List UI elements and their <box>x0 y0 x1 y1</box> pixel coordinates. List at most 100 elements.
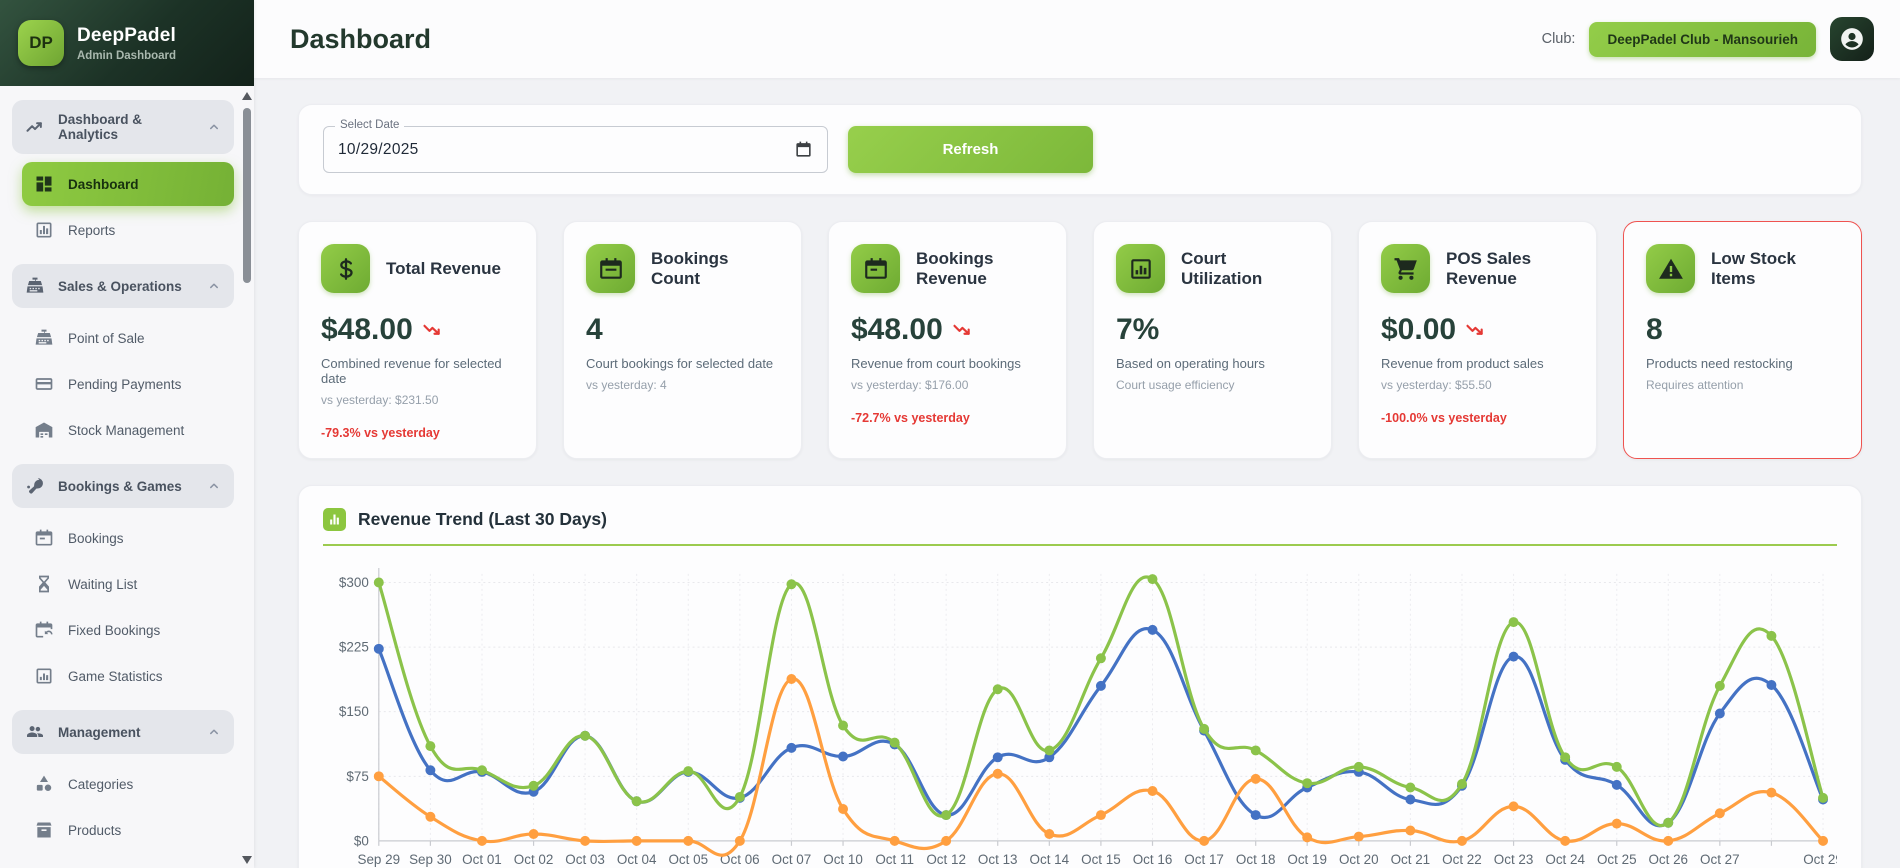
svg-text:Oct 06: Oct 06 <box>720 852 760 867</box>
svg-text:Oct 16: Oct 16 <box>1133 852 1173 867</box>
svg-text:Oct 01: Oct 01 <box>462 852 502 867</box>
sidebar-section-bookings-games[interactable]: Bookings & Games <box>12 464 234 508</box>
app-logo: DP <box>18 20 64 66</box>
sidebar-item-categories[interactable]: Categories <box>22 762 234 806</box>
scrollbar-thumb[interactable] <box>242 108 251 283</box>
svg-text:Oct 19: Oct 19 <box>1287 852 1327 867</box>
svg-text:Oct 07: Oct 07 <box>772 852 812 867</box>
club-selector-button[interactable]: DeepPadel Club - Mansourieh <box>1589 21 1816 57</box>
svg-text:Oct 24: Oct 24 <box>1545 852 1585 867</box>
chevron-up-icon <box>207 279 221 293</box>
calendar-picker-icon[interactable] <box>794 140 813 159</box>
calendar-icon <box>851 244 900 293</box>
svg-text:Oct 04: Oct 04 <box>617 852 657 867</box>
app-logo-header: DP DeepPadel Admin Dashboard <box>0 0 254 86</box>
sidebar-item-dashboard[interactable]: Dashboard <box>22 162 234 206</box>
sidebar-item-clubs[interactable]: Clubs <box>22 854 234 868</box>
stat-card-title: Court Utilization <box>1181 248 1263 288</box>
trending-down-icon <box>1465 320 1485 340</box>
svg-text:Oct 13: Oct 13 <box>978 852 1018 867</box>
sidebar-item-bookings[interactable]: Bookings <box>22 516 234 560</box>
club-label: Club: <box>1541 31 1576 47</box>
revenue-trend-chart: $0 $75 $150 $225 $300 Sep 29 Sep 30 Oct 01 Oct 0… <box>323 556 1837 868</box>
chart-bars-icon <box>323 508 346 531</box>
stat-card-comparison: vs yesterday: 4 <box>586 378 667 392</box>
sidebar-item-label: Products <box>68 822 122 838</box>
stat-card-title: Low Stock Items <box>1711 248 1797 288</box>
svg-text:Oct 22: Oct 22 <box>1442 852 1482 867</box>
warning-icon <box>1646 244 1695 293</box>
stat-card-header: POS Sales Revenue <box>1381 244 1574 293</box>
stat-card-comparison: vs yesterday: $231.50 <box>321 393 439 407</box>
stat-card-value: $0.00 <box>1381 313 1574 347</box>
svg-text:Oct 10: Oct 10 <box>823 852 863 867</box>
sidebar-item-label: Fixed Bookings <box>68 622 161 638</box>
stat-card-value: $48.00 <box>851 313 1044 347</box>
sidebar-item-label: Bookings <box>68 530 124 546</box>
sidebar-scrollbar <box>241 90 252 866</box>
sidebar-item-label: Stock Management <box>68 422 185 438</box>
stat-card-pos-sales-revenue: POS Sales Revenue $0.00 Revenue from produ… <box>1358 221 1597 459</box>
sidebar-item-label: Game Statistics <box>68 668 163 684</box>
sidebar-item-game-statistics[interactable]: Game Statistics <box>22 654 234 698</box>
stat-card-comparison: vs yesterday: $176.00 <box>851 378 969 392</box>
trending-up-icon <box>25 117 45 137</box>
stat-card-description: Court bookings for selected date <box>586 356 774 371</box>
dollar-icon <box>321 244 370 293</box>
svg-text:Oct 18: Oct 18 <box>1236 852 1276 867</box>
stat-card-low-stock-items: Low Stock Items 8 Products need restocking… <box>1623 221 1862 459</box>
stats-bars-icon <box>1116 244 1165 293</box>
sidebar-item-point-of-sale[interactable]: Point of Sale <box>22 316 234 360</box>
sidebar-item-fixed-bookings[interactable]: Fixed Bookings <box>22 608 234 652</box>
sidebar-item-label: Point of Sale <box>68 330 145 346</box>
calendar-repeat-icon <box>34 620 54 640</box>
sidebar-item-label: Dashboard <box>68 176 139 192</box>
sidebar-item-products[interactable]: Products <box>22 808 234 852</box>
date-picker-value[interactable]: 10/29/2025 <box>338 140 419 158</box>
sidebar-item-pending-payments[interactable]: Pending Payments <box>22 362 234 406</box>
stats-row: Total Revenue $48.00 Combined revenue for … <box>298 221 1862 459</box>
cart-icon <box>1381 244 1430 293</box>
app-name: DeepPadel <box>77 24 176 46</box>
stat-card-title: POS Sales Revenue <box>1446 248 1532 288</box>
sidebar: DP DeepPadel Admin Dashboard Dashboard &… <box>0 0 254 868</box>
refresh-button[interactable]: Refresh <box>848 126 1093 173</box>
chevron-up-icon <box>207 120 221 134</box>
stat-card-description: Revenue from product sales <box>1381 356 1544 371</box>
sidebar-item-reports[interactable]: Reports <box>22 208 234 252</box>
sidebar-section-dashboard-analytics[interactable]: Dashboard & Analytics <box>12 100 234 154</box>
cash-register-icon <box>34 328 54 348</box>
scroll-down-arrow-icon[interactable] <box>242 856 252 864</box>
sidebar-section-sales-operations[interactable]: Sales & Operations <box>12 264 234 308</box>
sidebar-section-management[interactable]: Management <box>12 710 234 754</box>
sidebar-section-label: Management <box>58 724 141 740</box>
stat-card-change: -72.7% vs yesterday <box>851 411 970 425</box>
main-area: Dashboard Club: DeepPadel Club - Mansour… <box>254 0 1900 868</box>
sidebar-section-label: Dashboard & Analytics <box>58 112 143 142</box>
stat-card-description: Based on operating hours <box>1116 356 1265 371</box>
scroll-up-arrow-icon[interactable] <box>242 92 252 100</box>
stat-card-bookings-revenue: Bookings Revenue $48.00 Revenue from court… <box>828 221 1067 459</box>
calendar-icon <box>34 528 54 548</box>
stat-card-description: Combined revenue for selected date <box>321 356 502 386</box>
date-picker-field[interactable]: Select Date 10/29/2025 <box>323 119 828 173</box>
credit-card-icon <box>34 374 54 394</box>
svg-text:Oct 26: Oct 26 <box>1648 852 1688 867</box>
stats-bars-icon <box>34 666 54 686</box>
chart-title: Revenue Trend (Last 30 Days) <box>358 509 607 529</box>
svg-text:Oct 25: Oct 25 <box>1597 852 1637 867</box>
user-menu-button[interactable] <box>1830 17 1874 61</box>
svg-text:Oct 03: Oct 03 <box>565 852 605 867</box>
svg-text:Oct 20: Oct 20 <box>1339 852 1379 867</box>
cash-register-icon <box>25 276 45 296</box>
revenue-trend-plot: $0 $75 $150 $225 $300 Sep 29 Sep 30 Oct 01 Oct 0… <box>339 567 1837 867</box>
stat-card-description: Products need restocking <box>1646 356 1793 371</box>
stat-card-title: Total Revenue <box>386 258 501 278</box>
svg-text:Oct 21: Oct 21 <box>1391 852 1431 867</box>
svg-text:Oct 05: Oct 05 <box>668 852 708 867</box>
revenue-trend-card: Revenue Trend (Last 30 Days) $0 $75 $150 $2… <box>298 485 1862 868</box>
app-title-block: DeepPadel Admin Dashboard <box>77 25 176 62</box>
stat-card-value: 4 <box>586 313 603 346</box>
sidebar-item-waiting-list[interactable]: Waiting List <box>22 562 234 606</box>
sidebar-item-stock-management[interactable]: Stock Management <box>22 408 234 452</box>
